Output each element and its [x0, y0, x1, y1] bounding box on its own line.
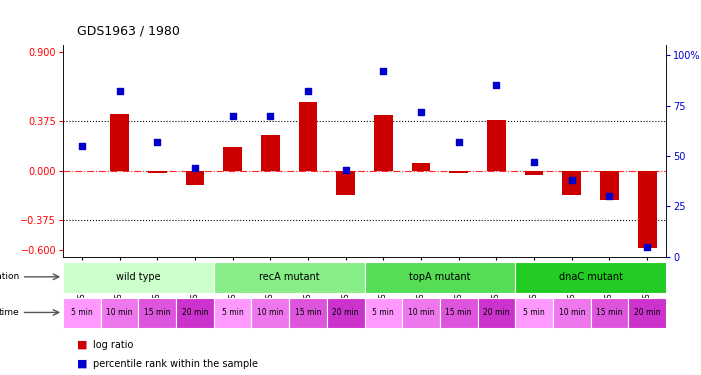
Bar	[252, 298, 289, 328]
Text: 10 min: 10 min	[559, 308, 585, 317]
Text: percentile rank within the sample: percentile rank within the sample	[93, 359, 257, 369]
Point	[189, 165, 200, 171]
Text: 20 min: 20 min	[483, 308, 510, 317]
Point	[604, 194, 615, 200]
Bar	[638, 171, 657, 248]
Text: topA mutant: topA mutant	[409, 272, 470, 282]
Bar	[176, 298, 214, 328]
Bar	[590, 298, 628, 328]
Point	[491, 82, 502, 88]
Point	[641, 244, 653, 250]
Bar	[449, 171, 468, 174]
Text: 15 min: 15 min	[144, 308, 170, 317]
Bar	[148, 171, 167, 174]
Point	[265, 112, 276, 118]
Bar	[515, 262, 666, 292]
Text: 5 min: 5 min	[372, 308, 394, 317]
Text: dnaC mutant: dnaC mutant	[559, 272, 622, 282]
Text: GDS1963 / 1980: GDS1963 / 1980	[77, 24, 180, 38]
Bar	[63, 298, 101, 328]
Bar	[214, 262, 365, 292]
Bar	[600, 171, 619, 200]
Bar	[223, 147, 242, 171]
Bar	[515, 298, 553, 328]
Point	[378, 68, 389, 74]
Text: recA mutant: recA mutant	[259, 272, 320, 282]
Bar	[524, 171, 543, 175]
Bar	[138, 298, 176, 328]
Bar	[289, 298, 327, 328]
Bar	[261, 135, 280, 171]
Bar	[365, 262, 515, 292]
Bar	[374, 115, 393, 171]
Bar	[186, 171, 205, 185]
Text: 20 min: 20 min	[332, 308, 359, 317]
Text: 5 min: 5 min	[523, 308, 545, 317]
Point	[416, 109, 427, 115]
Bar	[477, 298, 515, 328]
Point	[76, 143, 88, 149]
Bar	[336, 171, 355, 195]
Bar	[487, 120, 506, 171]
Bar	[553, 298, 590, 328]
Point	[227, 112, 238, 118]
Text: ■: ■	[77, 359, 88, 369]
Point	[302, 88, 313, 94]
Text: wild type: wild type	[116, 272, 161, 282]
Bar	[327, 298, 365, 328]
Point	[340, 167, 351, 173]
Text: 15 min: 15 min	[596, 308, 622, 317]
Text: genotype/variation: genotype/variation	[0, 272, 20, 281]
Bar	[63, 262, 214, 292]
Bar	[299, 102, 318, 171]
Point	[114, 88, 125, 94]
Text: time: time	[0, 308, 20, 317]
Text: 10 min: 10 min	[408, 308, 435, 317]
Bar	[402, 298, 440, 328]
Point	[151, 139, 163, 145]
Point	[453, 139, 464, 145]
Point	[566, 177, 578, 183]
Bar	[101, 298, 138, 328]
Text: 20 min: 20 min	[182, 308, 208, 317]
Bar	[411, 163, 430, 171]
Bar	[214, 298, 252, 328]
Text: 20 min: 20 min	[634, 308, 660, 317]
Bar	[110, 114, 129, 171]
Text: log ratio: log ratio	[93, 340, 133, 350]
Text: 15 min: 15 min	[445, 308, 472, 317]
Bar	[365, 298, 402, 328]
Text: 5 min: 5 min	[71, 308, 93, 317]
Text: ■: ■	[77, 340, 88, 350]
Text: 10 min: 10 min	[107, 308, 133, 317]
Text: 15 min: 15 min	[294, 308, 321, 317]
Bar	[440, 298, 477, 328]
Text: 5 min: 5 min	[222, 308, 243, 317]
Point	[529, 159, 540, 165]
Bar	[562, 171, 581, 195]
Text: 10 min: 10 min	[257, 308, 284, 317]
Bar	[628, 298, 666, 328]
